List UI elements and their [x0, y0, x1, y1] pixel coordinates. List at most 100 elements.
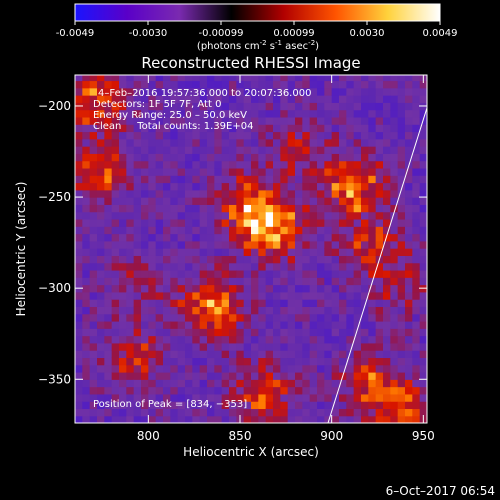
heatmap-cell	[280, 408, 289, 417]
heatmap-cell	[339, 299, 347, 307]
heatmap-cell	[185, 291, 193, 300]
heatmap-cell	[353, 342, 362, 351]
heatmap-cell	[339, 138, 347, 147]
heatmap-cell	[119, 262, 127, 271]
heatmap-cell	[273, 197, 281, 205]
heatmap-cell	[346, 299, 355, 307]
heatmap-cell	[199, 393, 208, 402]
heatmap-cell	[192, 211, 201, 220]
heatmap-cell	[273, 102, 281, 111]
heatmap-cell	[302, 189, 311, 198]
heatmap-cell	[258, 146, 267, 154]
heatmap-cell	[75, 262, 83, 271]
heatmap-cell	[361, 320, 369, 329]
heatmap-cell	[375, 175, 384, 184]
heatmap-cell	[375, 364, 384, 373]
heatmap-cell	[185, 80, 193, 89]
heatmap-cell	[97, 364, 105, 373]
heatmap-cell	[375, 87, 384, 96]
heatmap-cell	[405, 379, 413, 388]
heatmap-cell	[170, 218, 179, 227]
heatmap-cell	[126, 131, 135, 140]
heatmap-cell	[273, 371, 281, 380]
heatmap-cell	[265, 95, 274, 103]
heatmap-cell	[295, 248, 303, 256]
heatmap-cell	[177, 371, 186, 380]
heatmap-cell	[273, 262, 281, 271]
heatmap-cell	[185, 233, 193, 242]
heatmap-cell	[390, 160, 399, 169]
heatmap-cell	[141, 95, 149, 103]
heatmap-cell	[104, 138, 113, 147]
heatmap-cell	[163, 393, 171, 402]
heatmap-cell	[75, 364, 83, 373]
heatmap-cell	[419, 262, 427, 271]
heatmap-cell	[375, 167, 384, 176]
heatmap-cell	[119, 313, 127, 322]
heatmap-cell	[104, 393, 113, 402]
heatmap-cell	[302, 175, 311, 184]
heatmap-cell	[229, 255, 237, 264]
heatmap-cell	[324, 350, 333, 359]
heatmap-cell	[97, 379, 105, 388]
heatmap-cell	[185, 189, 193, 198]
heatmap-cell	[229, 357, 237, 366]
heatmap-cell	[265, 197, 274, 205]
heatmap-cell	[199, 233, 208, 242]
heatmap-cell	[243, 408, 252, 417]
heatmap-cell	[141, 350, 149, 359]
heatmap-cell	[317, 408, 325, 417]
heatmap-cell	[397, 80, 406, 89]
heatmap-cell	[302, 255, 311, 264]
heatmap-cell	[302, 80, 311, 89]
heatmap-cell	[111, 393, 120, 402]
heatmap-cell	[280, 197, 289, 205]
heatmap-cell	[368, 386, 377, 395]
heatmap-cell	[251, 408, 259, 417]
heatmap-cell	[207, 386, 215, 395]
heatmap-cell	[251, 262, 259, 271]
heatmap-cell	[119, 189, 127, 198]
heatmap-cell	[361, 240, 369, 249]
heatmap-cell	[361, 401, 369, 410]
heatmap-cell	[383, 371, 391, 380]
heatmap-cell	[104, 408, 113, 417]
heatmap-cell	[111, 415, 120, 423]
heatmap-cell	[251, 153, 259, 162]
heatmap-cell	[324, 95, 333, 103]
heatmap-cell	[265, 371, 274, 380]
heatmap-cell	[243, 401, 252, 410]
heatmap-cell	[317, 197, 325, 205]
heatmap-cell	[207, 167, 215, 176]
heatmap-cell	[192, 160, 201, 169]
heatmap-cell	[236, 116, 245, 125]
heatmap-cell	[309, 248, 318, 256]
heatmap-cell	[258, 87, 267, 96]
heatmap-cell	[221, 284, 230, 293]
heatmap-cell	[111, 357, 120, 366]
heatmap-cell	[207, 160, 215, 169]
heatmap-cell	[133, 386, 142, 395]
heatmap-cell	[412, 167, 421, 176]
heatmap-cell	[207, 175, 215, 184]
heatmap-cell	[192, 328, 201, 337]
heatmap-cell	[141, 299, 149, 307]
heatmap-cell	[324, 255, 333, 264]
heatmap-cell	[97, 386, 105, 395]
heatmap-cell	[170, 335, 179, 344]
heatmap-cell	[126, 401, 135, 410]
heatmap-cell	[221, 131, 230, 140]
heatmap-cell	[331, 379, 340, 388]
heatmap-cell	[75, 95, 83, 103]
heatmap-cell	[383, 218, 391, 227]
heatmap-cell	[207, 313, 215, 322]
heatmap-cell	[265, 255, 274, 264]
colorbar-tick-label: -0.00099	[199, 28, 244, 39]
heatmap-cell	[309, 95, 318, 103]
heatmap-cell	[361, 87, 369, 96]
heatmap-cell	[353, 306, 362, 315]
heatmap-cell	[89, 95, 98, 103]
heatmap-cell	[89, 386, 98, 395]
heatmap-cell	[82, 350, 91, 359]
heatmap-cell	[221, 182, 230, 191]
